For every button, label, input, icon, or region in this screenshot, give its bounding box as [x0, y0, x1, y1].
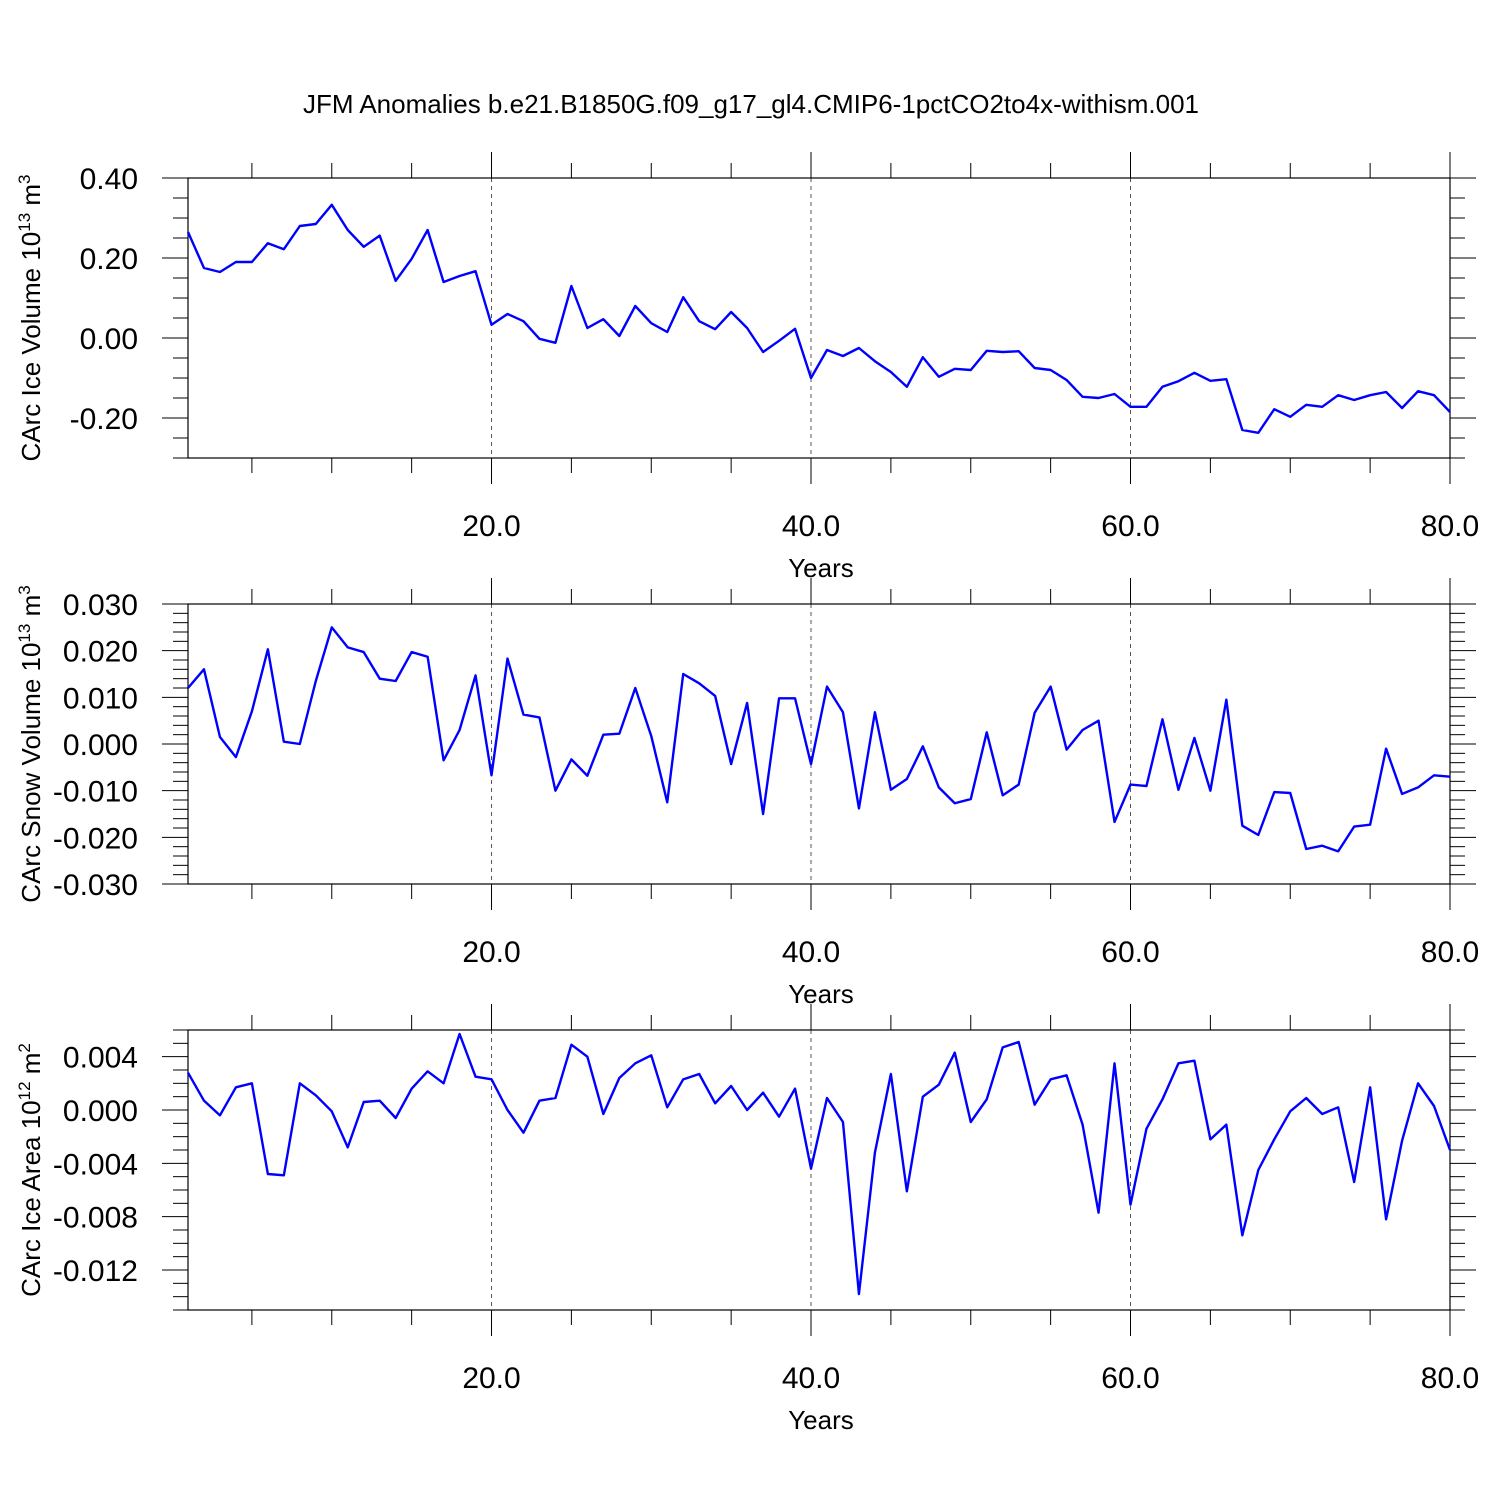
y-tick-label: 0.004: [63, 1042, 138, 1075]
panel-3: 20.0 40.0 60.0 80.0 0.004 0.000 -0.004 -0.008 -0…: [15, 1004, 1479, 1435]
y-tick-label: -0.004: [53, 1148, 138, 1181]
y-axis-label-base: CArc Snow Volume 10: [16, 643, 46, 903]
y-tick-label: 0.000: [63, 729, 138, 762]
x-tick-label: 40.0: [782, 510, 840, 543]
x-tick-label: 20.0: [462, 936, 520, 969]
panel-2: 20.0 40.0 60.0 80.0 0.030 0.020 0.010 0.000 -0.0…: [15, 578, 1479, 1009]
y-axis-label-base: CArc Ice Area 10: [16, 1100, 46, 1297]
y-tick-label: -0.030: [53, 869, 138, 902]
y-tick-label: 0.00: [80, 323, 138, 356]
x-tick-label: 60.0: [1101, 510, 1159, 543]
x-axis-label: Years: [788, 979, 854, 1009]
x-axis-label: Years: [788, 553, 854, 583]
x-tick-label: 40.0: [782, 936, 840, 969]
y-axis-label-exponent: 12: [15, 1081, 34, 1100]
x-tick-label: 20.0: [462, 1362, 520, 1395]
series-line: [187, 626, 1451, 853]
y-tick-label: 0.010: [63, 682, 138, 715]
y-tick-label: -0.020: [53, 822, 138, 855]
y-tick-label: 0.20: [80, 243, 138, 276]
y-tick-label: -0.20: [70, 403, 138, 436]
plot-frame: [187, 177, 1451, 459]
y-axis-label-unit-exponent: 2: [15, 1043, 34, 1052]
y-tick-label: -0.008: [53, 1202, 138, 1235]
series-line: [186, 1032, 1452, 1296]
x-tick-label: 60.0: [1101, 936, 1159, 969]
y-axis-label-unit-exponent: 3: [15, 585, 34, 594]
plot-frame: [187, 603, 1451, 885]
x-tick-label: 20.0: [462, 510, 520, 543]
y-axis-label: CArc Snow Volume 1013 m3: [15, 585, 46, 902]
y-tick-label: 0.40: [80, 163, 138, 196]
x-tick-label: 80.0: [1421, 936, 1479, 969]
y-axis-label-unit-exponent: 3: [15, 174, 34, 183]
x-axis-label: Years: [788, 1405, 854, 1435]
y-tick-label: 0.020: [63, 636, 138, 669]
y-axis-label-exponent: 13: [15, 624, 34, 643]
y-tick-label: 0.000: [63, 1095, 138, 1128]
x-tick-label: 40.0: [782, 1362, 840, 1395]
y-tick-label: 0.030: [63, 589, 138, 622]
figure-title: JFM Anomalies b.e21.B1850G.f09_g17_gl4.C…: [303, 89, 1199, 119]
y-axis-label-unit: m: [16, 595, 46, 624]
x-tick-label: 60.0: [1101, 1362, 1159, 1395]
y-axis-label-unit: m: [16, 1053, 46, 1082]
y-axis-label-exponent: 13: [15, 213, 34, 232]
y-tick-label: -0.010: [53, 776, 138, 809]
y-axis-label-unit: m: [16, 184, 46, 213]
plots-container: 20.0 40.0 60.0 80.0 0.40 0.20 0.00 -0.20 Years CA…: [15, 152, 1479, 1435]
x-tick-label: 80.0: [1421, 510, 1479, 543]
y-tick-label: -0.012: [53, 1255, 138, 1288]
panel-1: 20.0 40.0 60.0 80.0 0.40 0.20 0.00 -0.20 Years CA…: [15, 152, 1479, 583]
plot-frame: [187, 1029, 1451, 1311]
y-axis-label-base: CArc Ice Volume 10: [16, 232, 46, 462]
y-axis-label: CArc Ice Area 1012 m2: [15, 1043, 46, 1297]
series-line: [186, 203, 1451, 434]
y-axis-label: CArc Ice Volume 1013 m3: [15, 174, 46, 461]
x-tick-label: 80.0: [1421, 1362, 1479, 1395]
